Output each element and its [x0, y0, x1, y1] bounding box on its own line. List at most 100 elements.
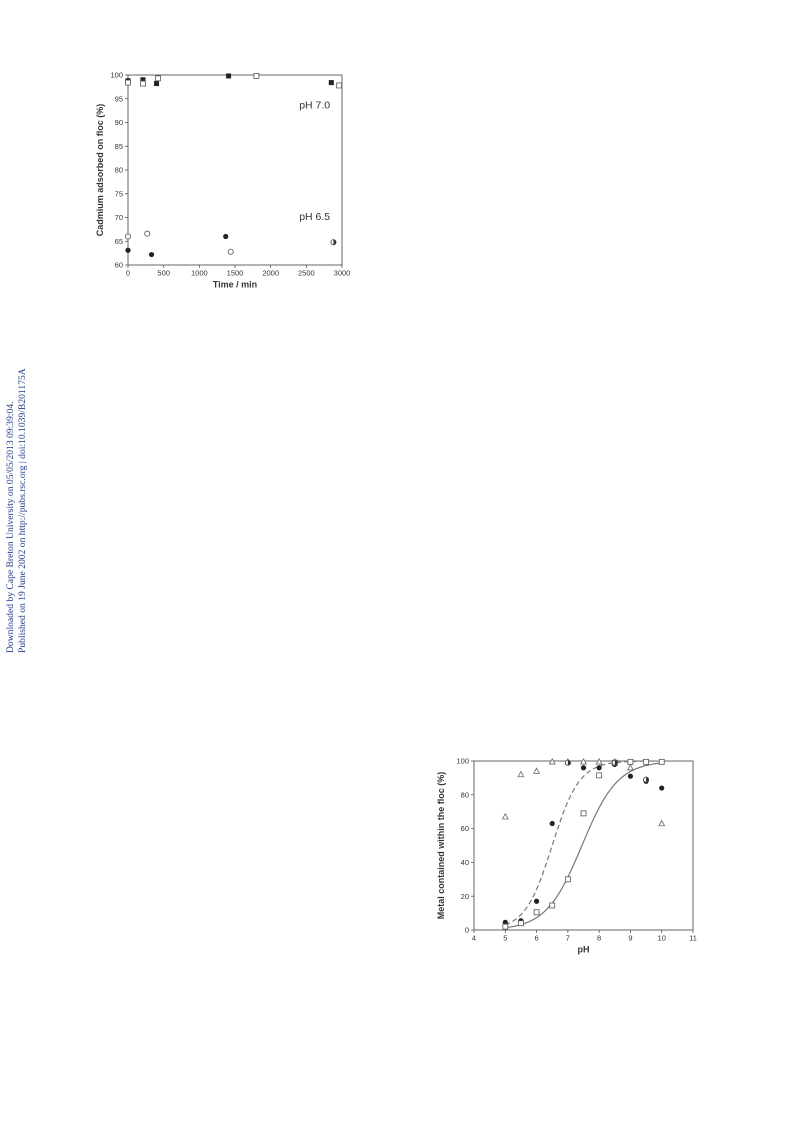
half-circle-fill	[646, 776, 649, 783]
data-point-open-square	[549, 902, 556, 909]
y-axis-label: Metal contained within the floc (%)	[436, 772, 446, 920]
data-point-open-square	[596, 772, 603, 779]
data-point-filled-circle	[125, 247, 131, 253]
series-open-square	[502, 758, 665, 930]
x-tick-label: 5	[503, 934, 507, 943]
data-point-open-square	[580, 810, 587, 817]
x-axis-label: pH	[578, 945, 590, 955]
data-point-open-square	[502, 923, 509, 930]
x-tick-label: 8	[597, 934, 601, 943]
data-point-open-triangle	[501, 812, 509, 820]
data-point-filled-circle	[549, 820, 555, 827]
data-point-open-square	[627, 758, 634, 765]
data-point-filled-circle	[580, 765, 587, 771]
y-tick-label: 75	[115, 189, 123, 198]
cadmium-adsorption-chart: 0 500 1000 1500 2000 2500 3000 60 65 70 75 80 85 90 95…	[92, 62, 362, 302]
y-axis-label: Cadmium adsorbed on floc (%)	[95, 104, 105, 237]
data-point-open-square	[643, 758, 649, 765]
data-point-open-square	[155, 75, 161, 82]
metal-floc-chart-svg: 4 5 6 7 8 9 10 11 0 20 40 60 80 100 pH Metal contained …	[436, 757, 697, 955]
y-tick-label: 70	[115, 213, 123, 222]
watermark-text-block: Downloaded by Cape Breton University on …	[5, 368, 28, 653]
data-point-open-circle	[125, 233, 132, 240]
series-half-circle	[330, 239, 337, 246]
data-point-open-triangle	[626, 763, 634, 771]
y-tick-label: 95	[115, 94, 123, 103]
y-tick-label: 20	[461, 892, 469, 901]
data-point-open-square	[253, 73, 260, 79]
data-point-filled-circle	[596, 765, 602, 771]
x-tick-label: 2000	[262, 269, 279, 278]
cadmium-chart-svg: 0 500 1000 1500 2000 2500 3000 60 65 70 75 80 85 90 95…	[95, 71, 351, 290]
data-point-filled-circle	[502, 919, 508, 925]
data-point-open-triangle	[580, 758, 587, 765]
y-tick-label: 60	[115, 261, 123, 270]
x-axis-label: Time / min	[213, 280, 257, 290]
data-point-open-square	[658, 758, 665, 765]
series-open-square	[125, 73, 343, 89]
data-point-filled-circle	[627, 773, 634, 779]
x-tick-label: 2500	[298, 269, 315, 278]
data-point-filled-square	[154, 81, 160, 87]
data-point-open-triangle	[517, 770, 525, 778]
series-half-circle	[564, 759, 650, 783]
fit-curve-solid	[505, 762, 662, 929]
y-tick-label: 100	[110, 71, 123, 80]
data-point-open-square	[140, 80, 146, 87]
fit-curve-dashed	[505, 760, 662, 926]
x-tick-label: 7	[566, 934, 570, 943]
x-tick-label: 3000	[334, 269, 351, 278]
x-tick-label: 10	[658, 934, 666, 943]
data-point-open-triangle	[533, 767, 541, 774]
watermark-line-2: Published on 19 June 2002 on http://pubs…	[17, 368, 28, 653]
data-point-filled-square	[140, 77, 146, 83]
data-point-filled-circle	[223, 233, 229, 240]
y-tick-label: 90	[115, 118, 123, 127]
x-tick-label: 0	[126, 269, 130, 278]
annotation-label: pH 7.0	[299, 99, 330, 111]
data-point-filled-circle	[533, 898, 540, 904]
y-tick-label: 80	[115, 166, 123, 175]
data-point-open-circle	[144, 230, 151, 237]
half-circle-fill	[567, 760, 571, 766]
series-filled-circle	[502, 761, 665, 925]
data-point-open-square	[125, 79, 131, 86]
annotation-label: pH 6.5	[299, 211, 330, 223]
x-tick-label: 6	[534, 934, 538, 943]
half-circle-fill	[614, 760, 618, 766]
y-tick-label: 80	[461, 790, 469, 799]
series-open-circle	[125, 230, 234, 255]
y-tick-label: 60	[461, 824, 469, 833]
half-circle-fill	[333, 239, 337, 245]
data-point-open-square	[564, 876, 571, 883]
data-point-open-square	[533, 909, 540, 916]
metal-in-floc-chart: 4 5 6 7 8 9 10 11 0 20 40 60 80 100 pH Metal contained …	[434, 752, 709, 967]
y-tick-label: 100	[456, 757, 469, 766]
data-point-half-circle	[611, 759, 618, 766]
data-point-open-triangle	[595, 758, 603, 765]
y-tick-label: 65	[115, 237, 123, 246]
watermark-line-1: Downloaded by Cape Breton University on …	[5, 401, 16, 653]
x-tick-label: 1000	[191, 269, 208, 278]
data-point-open-triangle	[658, 819, 666, 827]
data-point-open-square	[518, 920, 524, 927]
x-tick-label: 4	[472, 934, 476, 943]
x-tick-label: 11	[689, 934, 697, 943]
series-filled-circle	[125, 233, 229, 258]
data-point-filled-circle	[148, 251, 155, 258]
x-tick-label: 500	[157, 269, 170, 278]
download-watermark: Downloaded by Cape Breton University on …	[4, 335, 30, 655]
data-point-half-circle	[564, 759, 571, 766]
y-tick-label: 40	[461, 858, 469, 867]
data-point-half-circle	[643, 776, 650, 783]
data-point-filled-circle	[659, 785, 665, 791]
data-point-filled-square	[226, 73, 232, 79]
y-tick-label: 0	[465, 926, 469, 935]
data-point-open-triangle	[548, 758, 556, 765]
data-point-open-square	[336, 82, 343, 89]
data-point-open-circle	[227, 248, 234, 255]
x-tick-label: 1500	[227, 269, 244, 278]
y-tick-label: 85	[115, 142, 123, 151]
data-point-half-circle	[330, 239, 337, 246]
x-tick-label: 9	[628, 934, 632, 943]
